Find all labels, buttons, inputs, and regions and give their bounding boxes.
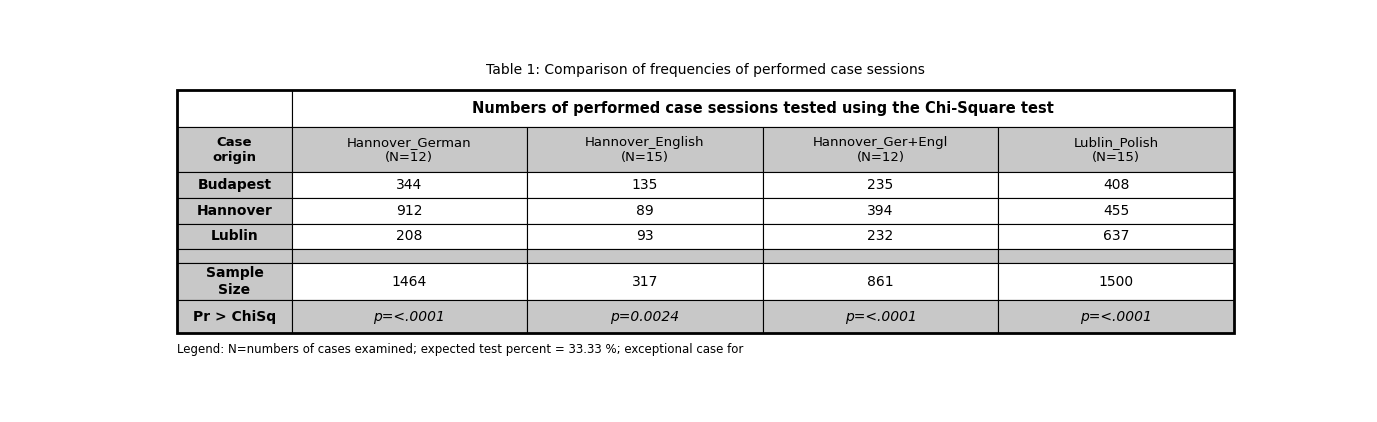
Bar	[292, 224, 527, 249]
Bar	[763, 198, 998, 224]
Bar	[763, 127, 998, 173]
Bar	[292, 198, 527, 224]
Text: Hannover: Hannover	[197, 204, 273, 218]
Bar	[527, 127, 763, 173]
Text: 394: 394	[868, 204, 894, 218]
Bar	[763, 173, 998, 198]
Text: 235: 235	[868, 178, 894, 192]
Bar	[178, 198, 292, 224]
Text: Sample
Size: Sample Size	[205, 266, 263, 297]
Text: Table 1: Comparison of frequencies of performed case sessions: Table 1: Comparison of frequencies of pe…	[486, 63, 925, 77]
Text: 135: 135	[632, 178, 658, 192]
Bar	[998, 262, 1234, 300]
Bar	[998, 127, 1234, 173]
Bar	[527, 262, 763, 300]
Text: p=<.0001: p=<.0001	[1080, 310, 1153, 324]
Text: 89: 89	[636, 204, 654, 218]
Bar	[292, 300, 527, 333]
Text: 912: 912	[397, 204, 423, 218]
Text: Lublin_Polish
(N=15): Lublin_Polish (N=15)	[1074, 136, 1158, 164]
Bar	[178, 262, 292, 300]
Bar	[763, 262, 998, 300]
Text: 455: 455	[1103, 204, 1129, 218]
Text: Lublin: Lublin	[211, 230, 259, 243]
Bar	[178, 300, 292, 333]
Bar	[763, 224, 998, 249]
Text: 93: 93	[636, 230, 654, 243]
Text: 637: 637	[1103, 230, 1129, 243]
Bar	[527, 173, 763, 198]
Text: 408: 408	[1103, 178, 1129, 192]
Bar	[178, 173, 292, 198]
Text: Pr > ChiSq: Pr > ChiSq	[193, 310, 275, 324]
Text: 232: 232	[868, 230, 894, 243]
Text: p=<.0001: p=<.0001	[373, 310, 445, 324]
Bar	[178, 249, 292, 262]
Bar	[527, 224, 763, 249]
Bar	[178, 89, 1234, 333]
Bar	[178, 127, 292, 173]
Bar	[998, 224, 1234, 249]
Bar	[998, 173, 1234, 198]
Text: Case
origin: Case origin	[212, 136, 256, 164]
Bar	[527, 198, 763, 224]
Bar	[292, 127, 527, 173]
Text: 344: 344	[397, 178, 423, 192]
Text: 1464: 1464	[391, 275, 427, 289]
Text: Numbers of performed case sessions tested using the Chi-Square test: Numbers of performed case sessions teste…	[472, 101, 1053, 116]
Bar	[763, 300, 998, 333]
Text: Hannover_Ger+Engl
(N=12): Hannover_Ger+Engl (N=12)	[812, 136, 949, 164]
Text: 208: 208	[397, 230, 423, 243]
Text: p=<.0001: p=<.0001	[844, 310, 917, 324]
Bar	[292, 173, 527, 198]
Bar	[763, 249, 998, 262]
Bar	[292, 262, 527, 300]
Bar	[998, 198, 1234, 224]
Bar	[178, 224, 292, 249]
Text: Hannover_German
(N=12): Hannover_German (N=12)	[347, 136, 472, 164]
Bar	[998, 300, 1234, 333]
Text: 317: 317	[632, 275, 658, 289]
Text: p=0.0024: p=0.0024	[610, 310, 679, 324]
Bar	[998, 249, 1234, 262]
Text: Budapest: Budapest	[197, 178, 271, 192]
Bar	[527, 249, 763, 262]
Bar	[292, 89, 1234, 127]
Text: 1500: 1500	[1099, 275, 1133, 289]
Bar	[178, 89, 292, 127]
Text: Hannover_English
(N=15): Hannover_English (N=15)	[585, 136, 705, 164]
Text: 861: 861	[868, 275, 894, 289]
Bar	[292, 249, 527, 262]
Bar	[527, 300, 763, 333]
Text: Legend: N=numbers of cases examined; expected test percent = 33.33 %; exceptiona: Legend: N=numbers of cases examined; exp…	[178, 343, 744, 356]
